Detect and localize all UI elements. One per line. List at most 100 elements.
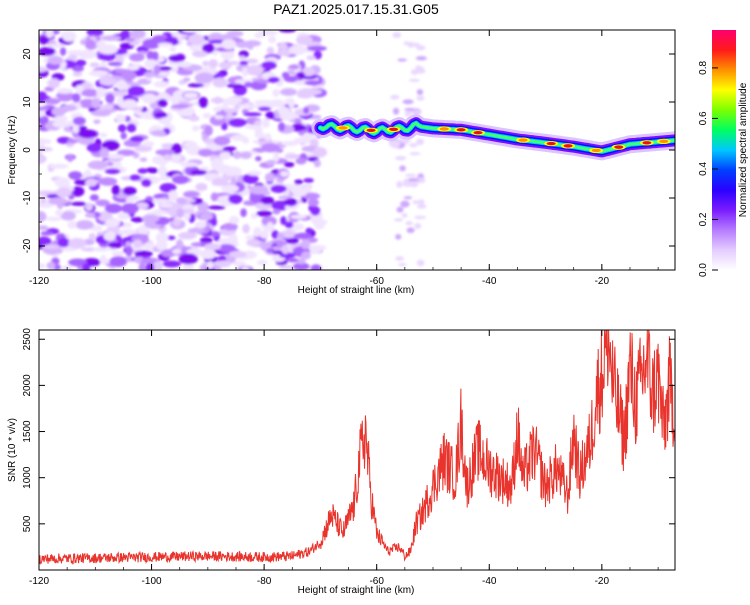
noise-blob <box>284 97 294 104</box>
noise-blob <box>285 198 298 207</box>
noise-blob <box>115 79 128 91</box>
noise-blob <box>247 42 254 50</box>
noise-blob <box>302 106 310 114</box>
noise-blob <box>85 178 98 187</box>
noise-blob <box>122 186 137 196</box>
noise-blob <box>277 195 292 200</box>
noise-blob <box>394 156 407 161</box>
x-tick-label: -40 <box>482 576 497 587</box>
noise-blob <box>72 93 81 103</box>
noise-blob <box>221 200 231 207</box>
noise-blob <box>230 177 237 186</box>
noise-blob <box>307 244 322 255</box>
ridge-peak <box>473 131 483 135</box>
noise-blob <box>129 174 141 181</box>
noise-blob <box>398 262 407 267</box>
ridge-peak <box>366 128 376 133</box>
noise-blob <box>117 149 136 156</box>
noise-blob <box>188 115 200 122</box>
noise-blob <box>204 243 222 251</box>
noise-blob <box>130 217 145 223</box>
noise-blob <box>98 177 118 186</box>
ridge-peak <box>563 144 573 148</box>
noise-blob <box>137 224 148 236</box>
noise-blob <box>288 45 307 55</box>
ridge-peak <box>338 126 348 130</box>
noise-blob <box>192 50 208 58</box>
noise-blob <box>239 55 246 61</box>
noise-blob <box>104 168 121 175</box>
noise-blob <box>245 58 259 64</box>
noise-blob <box>159 182 177 193</box>
noise-blob <box>178 253 198 265</box>
noise-blob <box>305 227 313 234</box>
noise-blob <box>47 43 66 48</box>
noise-blob <box>278 42 288 50</box>
noise-blob <box>295 157 307 165</box>
noise-blob <box>170 66 178 73</box>
noise-blob <box>72 116 86 126</box>
noise-blob <box>253 226 262 237</box>
noise-blob <box>256 210 273 217</box>
noise-blob <box>54 115 68 122</box>
noise-blob <box>117 212 130 220</box>
noise-blob <box>303 177 314 183</box>
noise-blob <box>406 227 415 234</box>
noise-blob <box>157 165 168 177</box>
noise-blob <box>182 262 194 270</box>
noise-blob <box>228 215 240 225</box>
noise-blob <box>105 93 115 104</box>
noise-blob <box>412 110 423 114</box>
noise-blob <box>78 129 98 139</box>
noise-blob <box>39 236 52 247</box>
noise-blob <box>141 178 152 187</box>
noise-blob <box>124 99 138 109</box>
noise-blob <box>285 237 299 245</box>
noise-blob <box>190 169 207 176</box>
noise-blob <box>254 132 265 139</box>
noise-blob <box>39 225 49 231</box>
noise-blob <box>88 233 96 240</box>
noise-blob <box>254 32 265 39</box>
noise-blob <box>187 227 205 234</box>
noise-blob <box>72 71 83 77</box>
noise-blob <box>116 96 124 107</box>
noise-blob <box>246 239 261 247</box>
noise-blob <box>103 231 116 242</box>
bottom-y-axis-label: SNR (10 * v/v) <box>7 418 18 482</box>
noise-blob <box>165 111 173 123</box>
noise-blob <box>67 220 77 229</box>
noise-blob <box>183 191 199 198</box>
noise-blob <box>211 181 231 186</box>
noise-blob <box>51 107 66 117</box>
noise-blob <box>39 138 49 144</box>
noise-blob <box>44 98 61 105</box>
snr-series-line <box>39 330 675 566</box>
y-tick-label: 1000 <box>22 466 33 489</box>
noise-blob <box>281 244 290 255</box>
ridge-peak <box>614 145 624 149</box>
noise-blob <box>233 260 246 267</box>
signal-ridge <box>311 114 675 161</box>
noise-blob <box>217 244 236 253</box>
noise-blob <box>265 159 276 166</box>
noise-blob <box>75 84 84 94</box>
noise-blob <box>200 213 213 221</box>
noise-blob <box>91 97 101 109</box>
noise-blob <box>130 136 144 142</box>
noise-blob <box>168 54 185 63</box>
noise-blob <box>187 83 205 88</box>
noise-blob <box>278 122 286 132</box>
noise-blob <box>72 124 80 134</box>
noise-blob <box>89 62 100 68</box>
noise-blob <box>240 208 247 218</box>
noise-blob <box>48 78 60 89</box>
noise-blob <box>172 218 182 227</box>
noise-blob <box>416 204 427 209</box>
noise-blob <box>202 112 212 119</box>
noise-blob <box>39 111 45 118</box>
noise-blob <box>296 71 306 78</box>
noise-blob <box>189 44 200 52</box>
noise-blob <box>281 111 291 117</box>
